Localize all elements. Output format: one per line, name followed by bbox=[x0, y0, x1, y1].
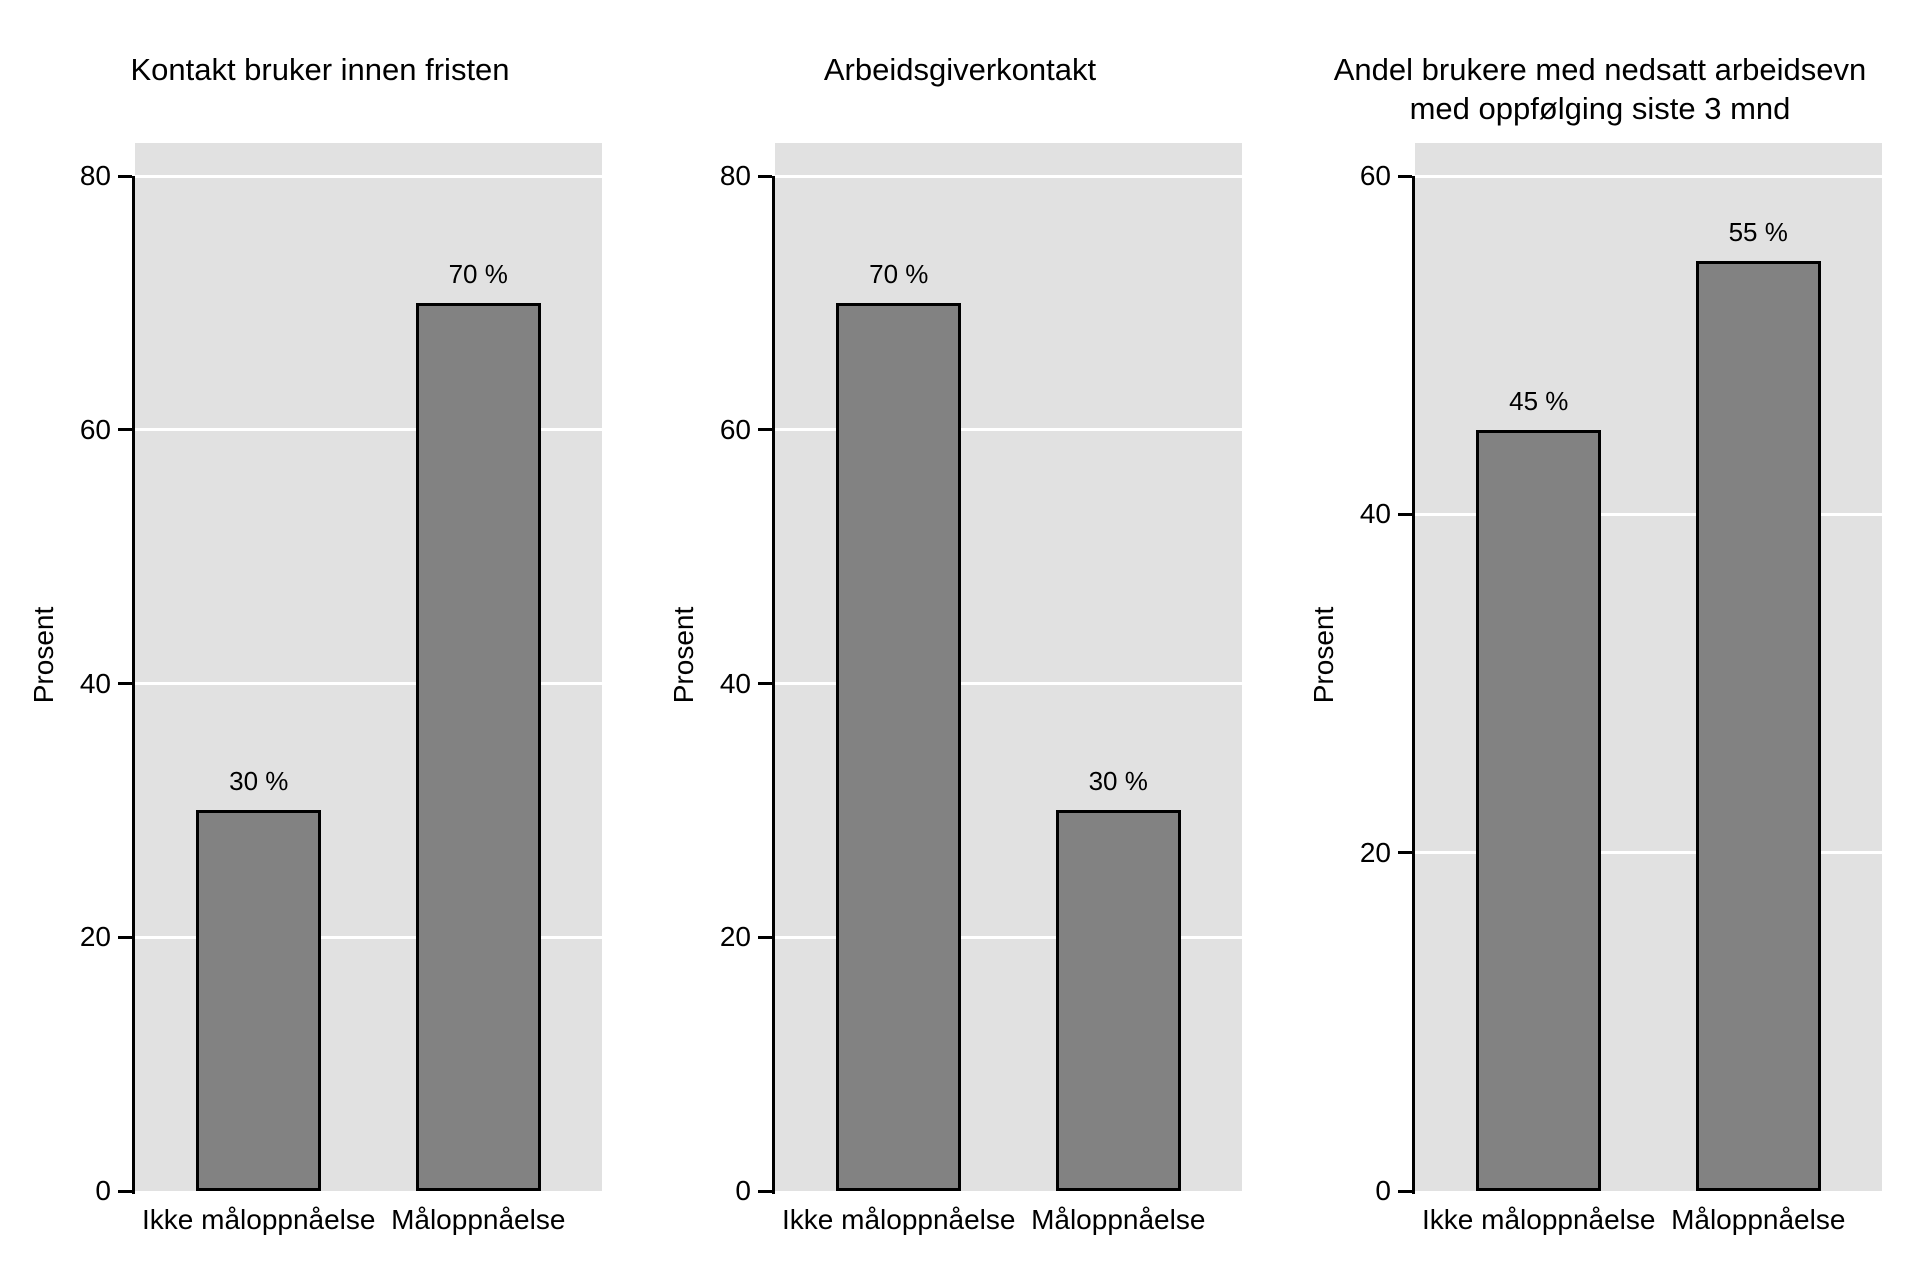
chart-title: Andel brukere med nedsatt arbeidsevn med… bbox=[1333, 52, 1867, 126]
x-category-label: Ikke måloppnåelse bbox=[782, 1204, 1016, 1235]
x-axis-labels: Ikke måloppnåelse Måloppnåelse bbox=[640, 0, 1280, 1274]
chart-panel-1: Kontakt bruker innen fristen Prosent 0 20… bbox=[0, 0, 640, 1274]
y-tick bbox=[118, 682, 132, 685]
gridline bbox=[775, 682, 1242, 685]
gridline bbox=[1415, 174, 1882, 178]
gridline bbox=[135, 174, 602, 178]
y-axis-line bbox=[772, 176, 775, 1194]
y-tick-label: 40 bbox=[719, 667, 751, 699]
y-tick bbox=[1398, 1189, 1412, 1193]
y-tick-label: 80 bbox=[79, 160, 111, 191]
x-category-label: Måloppnåelse bbox=[1671, 1204, 1846, 1235]
y-tick-label: 0 bbox=[95, 1175, 111, 1206]
bar bbox=[1055, 810, 1181, 1191]
y-axis-line bbox=[132, 176, 135, 1194]
y-tick bbox=[758, 428, 772, 432]
bar bbox=[836, 302, 962, 1191]
plot-area: 70 % 30 % bbox=[775, 143, 1242, 1191]
y-tick bbox=[118, 1189, 132, 1193]
bar-value-label: 55 % bbox=[1728, 216, 1788, 247]
bar bbox=[415, 302, 541, 1191]
plot-area: 45 % 55 % bbox=[1415, 143, 1882, 1191]
gridline bbox=[775, 428, 1242, 432]
y-axis: 0 20 40 60 80 bbox=[0, 0, 640, 1274]
x-category-label: Ikke måloppnåelse bbox=[142, 1204, 376, 1235]
bar bbox=[1476, 429, 1602, 1191]
bar-value-label: 70 % bbox=[448, 258, 508, 289]
bar-value-label: 70 % bbox=[869, 258, 929, 289]
chart-panel-2: Arbeidsgiverkontakt Prosent 0 20 40 60 80 70… bbox=[640, 0, 1280, 1274]
gridline bbox=[135, 935, 602, 939]
y-tick bbox=[758, 935, 772, 939]
x-axis-labels: Ikke måloppnåelse Måloppnåelse bbox=[0, 0, 640, 1274]
y-tick-label: 60 bbox=[79, 413, 111, 445]
gridline bbox=[1415, 512, 1882, 516]
bar-value-label: 45 % bbox=[1509, 385, 1569, 416]
gridline bbox=[135, 428, 602, 432]
y-tick-label: 20 bbox=[79, 921, 111, 953]
plot-area: 30 % 70 % bbox=[135, 143, 602, 1191]
y-tick-label: 40 bbox=[79, 667, 111, 699]
y-tick bbox=[758, 1189, 772, 1193]
y-tick-label: 60 bbox=[1359, 160, 1391, 191]
y-tick-label: 60 bbox=[719, 413, 751, 445]
y-tick bbox=[758, 682, 772, 685]
bar bbox=[196, 810, 322, 1191]
y-tick bbox=[758, 174, 772, 178]
x-category-label: Måloppnåelse bbox=[391, 1204, 566, 1235]
y-tick bbox=[1398, 851, 1412, 855]
bar-value-label: 30 % bbox=[1088, 766, 1148, 797]
chart-title: Arbeidsgiverkontakt bbox=[823, 52, 1097, 87]
gridline bbox=[1415, 851, 1882, 855]
x-category-label: Ikke måloppnåelse bbox=[1422, 1204, 1656, 1235]
bar-value-label: 30 % bbox=[229, 766, 289, 797]
y-tick-label: 40 bbox=[1359, 498, 1391, 530]
y-tick bbox=[118, 935, 132, 939]
y-axis-line bbox=[1412, 176, 1415, 1194]
y-axis: 0 20 40 60 bbox=[1280, 0, 1920, 1274]
y-tick-label: 20 bbox=[719, 921, 751, 953]
y-tick-label: 80 bbox=[719, 160, 751, 191]
y-tick-label: 0 bbox=[735, 1175, 751, 1206]
y-tick-label: 20 bbox=[1359, 836, 1391, 868]
y-tick bbox=[1398, 512, 1412, 516]
y-tick bbox=[118, 428, 132, 432]
chart-panel-3: Andel brukere med nedsatt arbeidsevn med… bbox=[1280, 0, 1920, 1274]
gridline bbox=[135, 682, 602, 685]
chart-title: Kontakt bruker innen fristen bbox=[130, 52, 510, 87]
bar bbox=[1695, 260, 1821, 1191]
gridline bbox=[775, 935, 1242, 939]
x-axis-labels: Ikke måloppnåelse Måloppnåelse bbox=[1280, 0, 1920, 1274]
y-tick bbox=[1398, 174, 1412, 178]
y-tick bbox=[118, 174, 132, 178]
y-axis: 0 20 40 60 80 bbox=[640, 0, 1280, 1274]
y-tick-label: 0 bbox=[1375, 1175, 1391, 1206]
gridline bbox=[775, 174, 1242, 178]
x-category-label: Måloppnåelse bbox=[1031, 1204, 1206, 1235]
